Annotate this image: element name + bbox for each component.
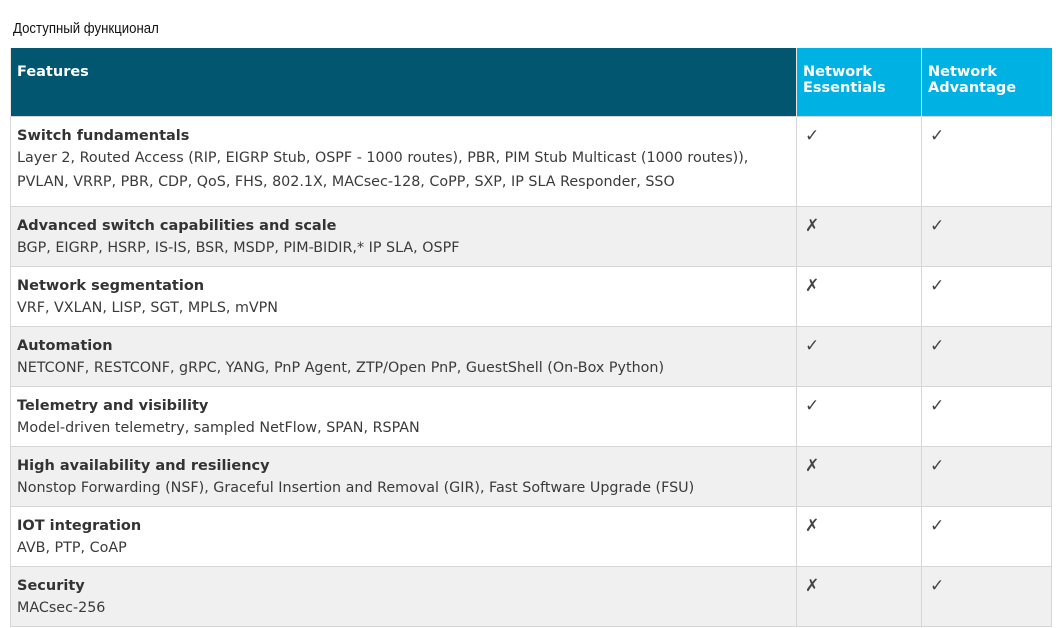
essentials-mark-icon: ✓ (796, 385, 922, 447)
page-title: Доступный функционал (13, 20, 159, 37)
essentials-mark-icon: ✗ (796, 265, 922, 327)
essentials-mark-icon: ✗ (796, 445, 922, 507)
table-row: Automation NETCONF, RESTCONF, gRPC, YANG… (10, 325, 1052, 387)
feature-name: Automation (17, 337, 113, 354)
feature-name: High availability and resiliency (17, 457, 270, 474)
feature-description: Layer 2, Routed Access (RIP, EIGRP Stub,… (17, 149, 749, 190)
feature-name: IOT integration (17, 517, 142, 534)
header-features: Features (10, 48, 797, 116)
feature-cell: Automation NETCONF, RESTCONF, gRPC, YANG… (10, 325, 797, 387)
feature-description: AVB, PTP, CoAP (17, 539, 127, 556)
feature-cell: Switch fundamentals Layer 2, Routed Acce… (10, 115, 797, 207)
feature-cell: Security MACsec-256 (10, 565, 797, 627)
advantage-mark-icon: ✓ (921, 115, 1052, 207)
advantage-mark-icon: ✓ (921, 565, 1052, 627)
feature-name: Telemetry and visibility (17, 397, 209, 414)
essentials-mark-icon: ✗ (796, 565, 922, 627)
table-row: Switch fundamentals Layer 2, Routed Acce… (10, 115, 1052, 207)
feature-name: Advanced switch capabilities and scale (17, 217, 337, 234)
advantage-mark-icon: ✓ (921, 325, 1052, 387)
feature-cell: IOT integration AVB, PTP, CoAP (10, 505, 797, 567)
advantage-mark-icon: ✓ (921, 265, 1052, 327)
feature-cell: Network segmentation VRF, VXLAN, LISP, S… (10, 265, 797, 327)
advantage-mark-icon: ✓ (921, 385, 1052, 447)
essentials-mark-icon: ✓ (796, 325, 922, 387)
advantage-mark-icon: ✓ (921, 505, 1052, 567)
feature-description: NETCONF, RESTCONF, gRPC, YANG, PnP Agent… (17, 359, 665, 376)
table-row: Telemetry and visibility Model-driven te… (10, 385, 1052, 447)
header-network-essentials: Network Essentials (796, 48, 922, 116)
advantage-mark-icon: ✓ (921, 445, 1052, 507)
features-table: Features Network Essentials Network Adva… (10, 48, 1052, 627)
table-row: Security MACsec-256 ✗ ✓ (10, 565, 1052, 627)
table-row: High availability and resiliency Nonstop… (10, 445, 1052, 507)
feature-description: MACsec-256 (17, 599, 106, 616)
feature-cell: Advanced switch capabilities and scale B… (10, 205, 797, 267)
feature-description: Nonstop Forwarding (NSF), Graceful Inser… (17, 479, 695, 496)
essentials-mark-icon: ✗ (796, 205, 922, 267)
feature-name: Network segmentation (17, 277, 205, 294)
feature-description: BGP, EIGRP, HSRP, IS-IS, BSR, MSDP, PIM-… (17, 239, 460, 256)
feature-description: VRF, VXLAN, LISP, SGT, MPLS, mVPN (17, 299, 279, 316)
advantage-mark-icon: ✓ (921, 205, 1052, 267)
header-network-advantage: Network Advantage (921, 48, 1052, 116)
feature-cell: Telemetry and visibility Model-driven te… (10, 385, 797, 447)
feature-name: Security (17, 577, 85, 594)
table-header: Features Network Essentials Network Adva… (10, 48, 1052, 116)
feature-name: Switch fundamentals (17, 127, 190, 144)
table-row: Advanced switch capabilities and scale B… (10, 205, 1052, 267)
table-row: Network segmentation VRF, VXLAN, LISP, S… (10, 265, 1052, 327)
essentials-mark-icon: ✓ (796, 115, 922, 207)
feature-description: Model-driven telemetry, sampled NetFlow,… (17, 419, 420, 436)
essentials-mark-icon: ✗ (796, 505, 922, 567)
feature-cell: High availability and resiliency Nonstop… (10, 445, 797, 507)
table-row: IOT integration AVB, PTP, CoAP ✗ ✓ (10, 505, 1052, 567)
